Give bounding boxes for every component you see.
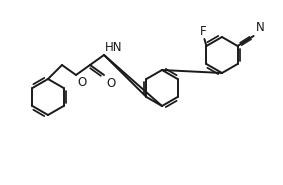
Text: HN: HN [105, 41, 123, 54]
Text: N: N [256, 21, 264, 34]
Text: F: F [200, 25, 207, 38]
Text: O: O [77, 76, 86, 89]
Text: O: O [106, 77, 115, 90]
